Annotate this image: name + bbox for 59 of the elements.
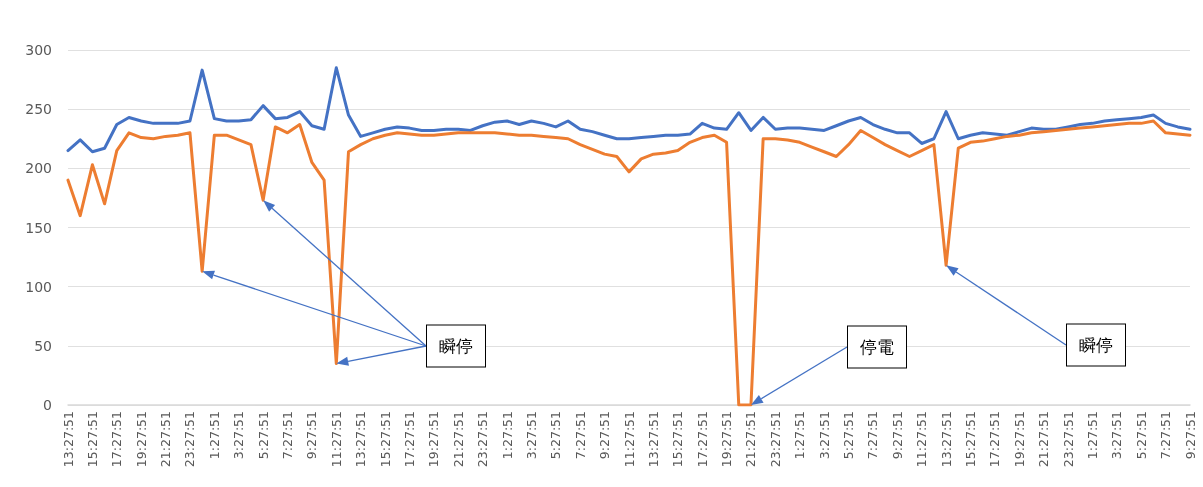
x-tick-label: 9:27:51 <box>889 411 905 460</box>
line-series <box>66 119 1192 407</box>
x-tick-label: 5:27:51 <box>1133 411 1149 460</box>
x-tick-label: 19:27:51 <box>133 411 149 468</box>
x-tick-label: 13:27:51 <box>645 411 661 468</box>
x-tick-label: 11:27:51 <box>914 411 930 468</box>
x-tick-label: 17:27:51 <box>987 411 1003 468</box>
x-tick-label: 19:27:51 <box>1011 411 1027 468</box>
y-tick-label: 200 <box>25 160 52 177</box>
x-tick-label: 17:27:51 <box>694 411 710 468</box>
x-tick-label: 15:27:51 <box>962 411 978 468</box>
x-tick-label: 21:27:51 <box>743 411 759 468</box>
x-tick-label: 23:27:51 <box>1060 411 1076 468</box>
y-tick-label: 300 <box>25 42 52 58</box>
y-tick-label: 0 <box>43 397 52 413</box>
x-tick-label: 3:27:51 <box>1109 411 1125 460</box>
x-tick-label: 1:27:51 <box>499 411 515 460</box>
x-tick-label: 15:27:51 <box>670 411 686 468</box>
x-tick-label: 11:27:51 <box>621 411 637 468</box>
line-series <box>66 66 1192 154</box>
x-tick-label: 9:27:51 <box>304 411 320 460</box>
x-tick-label: 15:27:51 <box>84 411 100 468</box>
x-tick-label: 15:27:51 <box>377 411 393 468</box>
x-tick-label: 23:27:51 <box>182 411 198 468</box>
x-tick-label: 13:27:51 <box>353 411 369 468</box>
y-tick-label: 150 <box>25 219 52 236</box>
annotation: 瞬停 <box>426 324 486 368</box>
x-tick-label: 21:27:51 <box>158 411 174 468</box>
x-tick-label: 9:27:51 <box>1182 411 1198 460</box>
x-tick-label: 7:27:51 <box>280 411 296 460</box>
y-tick-label: 50 <box>34 337 52 354</box>
x-tick-label: 5:27:51 <box>841 411 857 460</box>
x-tick-label: 7:27:51 <box>865 411 881 460</box>
x-tick-label: 23:27:51 <box>767 411 783 468</box>
x-tick-label: 5:27:51 <box>548 411 564 460</box>
x-tick-label: 1:27:51 <box>792 411 808 460</box>
x-tick-label: 13:27:51 <box>938 411 954 468</box>
x-tick-label: 21:27:51 <box>1036 411 1052 468</box>
x-tick-label: 17:27:51 <box>109 411 125 468</box>
x-tick-label: 19:27:51 <box>719 411 735 468</box>
x-tick-label: 5:27:51 <box>255 411 271 460</box>
x-tick-label: 21:27:51 <box>450 411 466 468</box>
x-tick-label: 23:27:51 <box>475 411 491 468</box>
x-tick-label: 13:27:51 <box>60 411 76 468</box>
annotation: 瞬停 <box>1066 323 1126 367</box>
x-tick-label: 3:27:51 <box>523 411 539 460</box>
x-tick-label: 1:27:51 <box>1084 411 1100 460</box>
x-tick-label: 7:27:51 <box>572 411 588 460</box>
x-tick-label: 3:27:51 <box>816 411 832 460</box>
x-tick-label: 11:27:51 <box>328 411 344 468</box>
x-tick-label: 9:27:51 <box>597 411 613 460</box>
y-tick-label: 100 <box>25 278 52 295</box>
x-tick-label: 17:27:51 <box>401 411 417 468</box>
x-tick-label: 19:27:51 <box>426 411 442 468</box>
x-tick-label: 3:27:51 <box>231 411 247 460</box>
annotation: 停電 <box>847 325 907 369</box>
y-tick-label: 250 <box>25 101 52 118</box>
x-tick-label: 7:27:51 <box>1158 411 1174 460</box>
x-tick-label: 1:27:51 <box>206 411 222 460</box>
